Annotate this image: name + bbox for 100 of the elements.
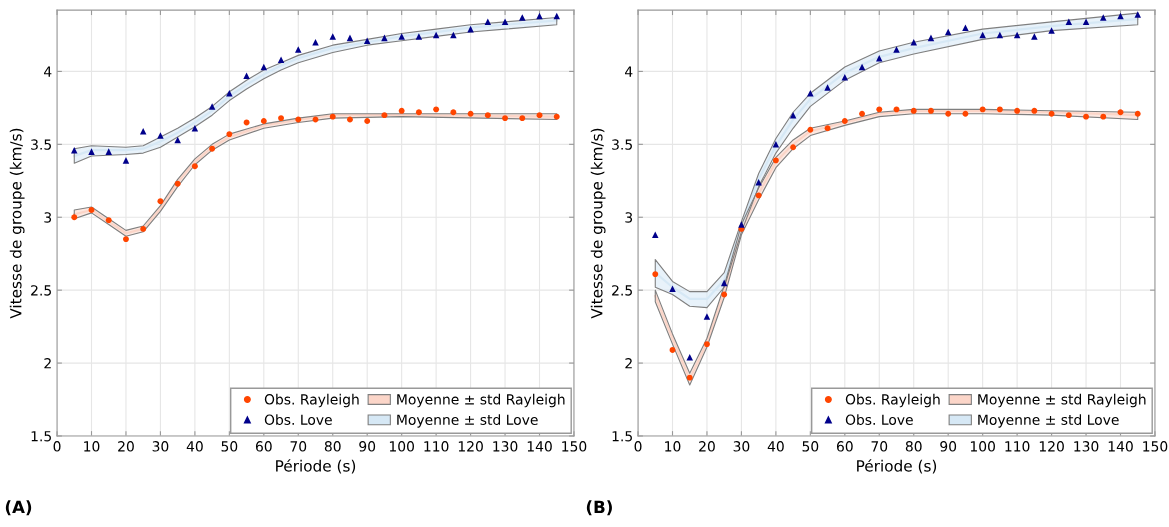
y-axis-title: Vitesse de groupe (km/s) [9, 128, 25, 319]
x-tick-label: 30 [733, 441, 750, 452]
point [536, 112, 543, 119]
point [243, 119, 250, 126]
point [686, 374, 693, 381]
point [157, 132, 164, 139]
x-tick-label: 60 [255, 441, 272, 452]
point [295, 46, 302, 53]
point [501, 18, 509, 26]
point [433, 106, 440, 113]
legend-label: Moyenne ± std Love [397, 414, 538, 428]
point [945, 110, 952, 117]
point [1117, 109, 1124, 116]
point [415, 33, 423, 40]
x-tick-label: 20 [118, 441, 134, 452]
x-tick-label: 20 [699, 441, 715, 452]
x-tick-label: 70 [871, 441, 888, 452]
point [720, 279, 728, 287]
point [910, 39, 917, 46]
x-tick-label: 50 [221, 441, 238, 452]
point [876, 55, 883, 62]
point [381, 34, 388, 42]
y-axis-title: Vitesse de groupe (km/s) [590, 128, 606, 319]
point [191, 163, 198, 170]
x-tick-label: 140 [1108, 441, 1133, 452]
point [347, 116, 353, 123]
point [910, 107, 917, 114]
point [450, 31, 457, 39]
point [652, 271, 659, 278]
point [893, 46, 900, 53]
legend-label: Obs. Love [845, 414, 913, 425]
point [996, 106, 1003, 113]
x-tick-label: 120 [1039, 441, 1064, 452]
x-tick-label: 150 [1143, 441, 1168, 452]
point [807, 90, 814, 97]
point [553, 113, 560, 120]
point [123, 236, 129, 243]
point [755, 178, 762, 186]
y-tick-label: 3.5 [612, 139, 632, 150]
point [790, 144, 797, 151]
point [1100, 113, 1107, 120]
point [824, 84, 831, 91]
point [944, 28, 952, 36]
point [243, 72, 250, 80]
legend-label: Moyenne ± std Rayleigh [397, 393, 565, 408]
x-axis-title: Période (s) [276, 459, 356, 474]
x-tick-label: 80 [324, 441, 341, 452]
x-tick-label: 90 [359, 441, 376, 452]
point [721, 291, 728, 298]
point [71, 214, 78, 221]
point [174, 136, 181, 144]
point [208, 103, 216, 110]
point [738, 221, 745, 228]
point [704, 341, 710, 348]
text: (A) [5, 500, 32, 516]
point [876, 106, 883, 113]
point [841, 73, 849, 81]
point [1065, 18, 1073, 26]
legend-label: Moyenne ± std Rayleigh [978, 393, 1146, 408]
point [1065, 112, 1072, 119]
point [329, 113, 336, 120]
point [363, 37, 371, 45]
point [260, 63, 268, 71]
legend-label: Moyenne ± std Love [978, 414, 1119, 428]
point [191, 125, 199, 132]
point [226, 131, 233, 138]
point [841, 118, 848, 124]
x-tick-label: 130 [493, 441, 518, 452]
y-tick-label: 1.5 [612, 431, 632, 442]
point [209, 145, 216, 152]
x-tick-label: 0 [634, 441, 642, 452]
y-tick-label: 2 [625, 358, 632, 369]
point [398, 107, 405, 114]
y-tick-label: 2.5 [31, 285, 51, 296]
point [122, 157, 130, 164]
x-tick-label: 150 [562, 441, 587, 452]
point [277, 56, 285, 64]
point [859, 110, 865, 117]
y-tick-label: 4 [44, 66, 52, 77]
x-tick-label: 40 [186, 441, 203, 452]
y-tick-label: 3 [625, 212, 633, 223]
x-axis-title: Période (s) [857, 459, 937, 474]
point [381, 112, 388, 119]
point [772, 141, 780, 148]
y-tick-label: 1.5 [31, 431, 51, 442]
point [140, 225, 147, 232]
point [364, 118, 371, 124]
point [312, 39, 319, 46]
point [88, 148, 95, 155]
point [669, 347, 676, 353]
point [1134, 110, 1141, 117]
point [979, 31, 986, 39]
y-tick-label: 4 [625, 66, 633, 77]
point [996, 31, 1004, 39]
point [553, 12, 561, 20]
x-tick-label: 110 [1005, 441, 1030, 452]
point [669, 285, 676, 292]
point [484, 18, 492, 26]
point [1134, 11, 1141, 18]
point [105, 148, 112, 155]
